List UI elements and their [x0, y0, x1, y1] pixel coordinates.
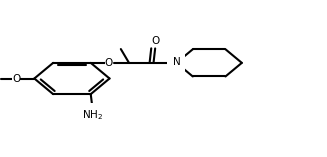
Text: N: N [173, 57, 180, 67]
Text: N: N [173, 57, 180, 67]
Text: O: O [151, 36, 159, 46]
Text: O: O [12, 73, 21, 84]
Text: O: O [105, 58, 113, 68]
Text: NH$_2$: NH$_2$ [82, 108, 103, 122]
